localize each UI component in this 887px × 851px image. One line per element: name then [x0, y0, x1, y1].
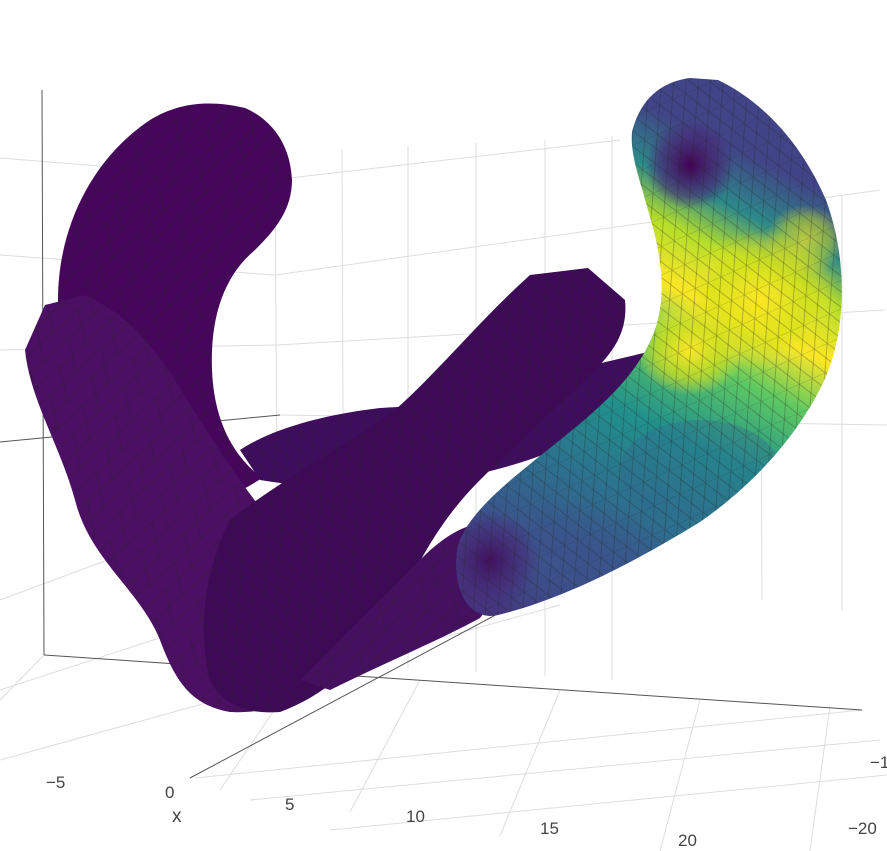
grid-line	[194, 709, 863, 779]
x-tick-label: 5	[285, 795, 294, 814]
grid-line	[0, 654, 45, 701]
x-axis-ticks: −5 0 5 10 15 20	[46, 773, 697, 850]
x-tick-label: −5	[46, 773, 65, 792]
grid-line	[329, 774, 887, 831]
y-axis-ticks: −1 −20	[848, 753, 887, 838]
grid-line	[271, 139, 621, 181]
y-tick-label: −1	[870, 753, 887, 772]
grid-line	[499, 689, 561, 837]
x-tick-label: 0	[165, 783, 174, 802]
mesh-surface-low	[25, 103, 650, 713]
grid-line	[249, 739, 881, 801]
y-tick-label: −20	[848, 819, 877, 838]
x-tick-label: 15	[540, 819, 559, 838]
x-axis-title: x	[172, 806, 182, 827]
grid-line	[349, 679, 421, 813]
x-tick-label: 20	[678, 831, 697, 850]
grid-line	[809, 705, 831, 851]
grid-line	[659, 699, 701, 851]
x-tick-label: 10	[406, 807, 425, 826]
